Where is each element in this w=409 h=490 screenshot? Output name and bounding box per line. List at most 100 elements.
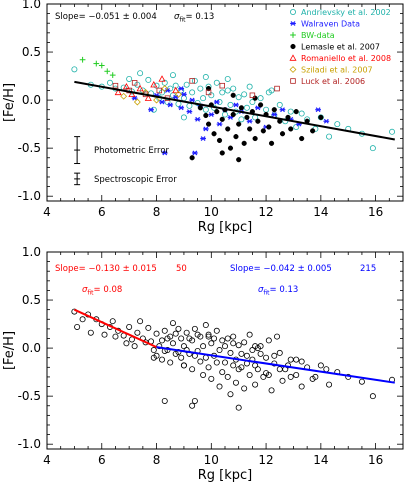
data-point [257,350,264,357]
data-point [197,105,203,111]
legend-label: BW-data [301,31,335,40]
data-point [247,126,253,132]
data-point [213,359,220,366]
x-tick-label: 14 [313,453,328,467]
data-point [202,354,209,361]
data-point [243,352,250,359]
y-tick-label: 0.5 [22,293,41,307]
y-tick-label: 0.0 [22,341,41,355]
data-point [310,128,316,134]
data-point [189,155,195,161]
data-point [287,356,294,363]
data-point [389,128,396,135]
data-point [145,76,152,83]
data-point [189,337,196,344]
data-point [288,126,294,132]
data-point [241,91,248,98]
data-point [268,140,275,146]
data-point [189,78,195,84]
data-point [153,330,160,337]
series-5 [120,85,182,106]
data-point [156,87,163,94]
data-point [326,381,333,388]
x-tick-label: 4 [43,205,51,219]
data-point [79,316,86,323]
data-point [318,114,324,120]
x-axis-label: Rg [kpc] [198,220,253,235]
data-point [161,85,169,92]
data-point [161,397,168,404]
data-point [175,325,182,332]
data-point [197,358,204,365]
data-point [134,329,141,336]
data-point [161,150,168,156]
data-point [263,354,270,361]
legend-item: Romaniello et al. 2008 [289,54,391,63]
data-point [271,112,278,117]
data-point [219,150,225,156]
data-point [112,82,119,89]
data-point [98,62,105,69]
y-axis-label: [Fe/H] [2,331,17,370]
data-point [279,107,286,113]
data-point [219,116,225,122]
data-point [230,333,237,340]
spectroscopic-error-bar [74,172,81,186]
data-point [263,106,270,113]
data-point [243,104,250,111]
data-point [298,110,305,117]
sigma-annotation: σfit= 0.13 [174,12,214,24]
data-point [230,85,237,92]
data-point [175,100,182,107]
data-point [167,102,174,108]
legend-item: Sziladi et al. 2007 [289,66,373,75]
data-point [224,335,231,342]
legend-item: Luck et al. 2006 [290,77,365,86]
data-point [312,373,319,380]
data-point [200,136,206,141]
data-point [159,337,166,344]
data-point [238,105,245,111]
data-point [128,90,136,98]
data-point [274,85,280,92]
data-point [236,121,242,127]
x-tick-label: 8 [153,205,161,219]
data-point [224,373,231,380]
data-point [287,373,294,380]
series-0 [71,308,396,411]
series-0 [71,66,396,152]
data-point [246,83,253,90]
data-point [213,327,220,334]
legend-marker [289,66,297,73]
x-axis-label: Rg [kpc] [198,468,253,483]
data-point [183,81,190,88]
photometric-error-bar [74,136,81,165]
data-point [276,366,283,373]
outer-slope-annotation: Slope= −0.042 ± 0.005 [230,264,332,274]
data-point [317,114,324,121]
data-point [216,137,223,144]
data-point [106,79,113,86]
data-point [227,101,234,108]
data-point [213,99,220,105]
data-point [369,145,376,152]
data-point [208,375,215,382]
data-point [246,118,253,124]
data-point [249,347,256,354]
data-point [136,84,144,92]
data-point [192,150,198,156]
data-point [150,354,157,361]
data-point [274,333,281,340]
x-tick-label: 12 [258,453,273,467]
outer-fit-line [156,346,395,384]
data-point [178,354,185,361]
data-point [241,339,248,346]
data-point [244,114,250,120]
data-point [323,118,330,124]
x-tick-label: 12 [258,205,273,219]
y-axis-label: [Fe/H] [2,83,17,122]
data-point [161,327,168,334]
data-point [246,372,253,379]
data-point [214,109,220,115]
